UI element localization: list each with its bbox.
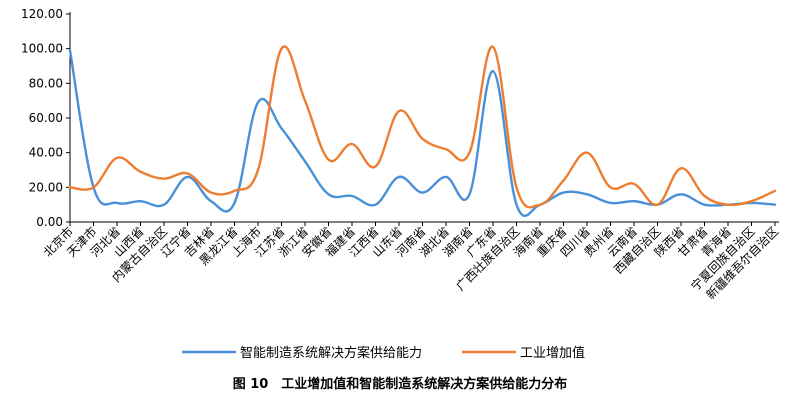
legend-item: 智能制造系统解决方案供给能力 bbox=[182, 345, 422, 361]
y-tick-label: 60.00 bbox=[29, 111, 63, 125]
y-axis-ticks: 0.00 20.00 40.00 60.00 80.00 100.00 120.00 bbox=[21, 7, 70, 229]
legend-label: 智能制造系统解决方案供给能力 bbox=[240, 345, 422, 361]
y-tick-label: 120.00 bbox=[21, 7, 63, 21]
figure-caption: 图 10 工业增加值和智能制造系统解决方案供给能力分布 bbox=[233, 376, 568, 392]
series-lines bbox=[68, 45, 777, 218]
y-tick-label: 80.00 bbox=[29, 76, 63, 90]
series-line-industrial-value-added bbox=[68, 45, 777, 209]
legend-item: 工业增加值 bbox=[462, 345, 585, 361]
y-tick-label: 0.00 bbox=[36, 215, 63, 229]
y-tick-label: 100.00 bbox=[21, 42, 63, 56]
x-axis-labels: 北京市天津市河北省山西省内蒙古自治区辽宁省吉林省黑龙江省上海市江苏省浙江省安徽省… bbox=[40, 222, 781, 302]
y-tick-label: 20.00 bbox=[29, 180, 63, 194]
legend-label: 工业增加值 bbox=[520, 345, 585, 361]
series-line-supply-capacity bbox=[68, 49, 777, 218]
y-tick-label: 40.00 bbox=[29, 146, 63, 160]
legend: 智能制造系统解决方案供给能力 工业增加值 bbox=[182, 345, 585, 361]
